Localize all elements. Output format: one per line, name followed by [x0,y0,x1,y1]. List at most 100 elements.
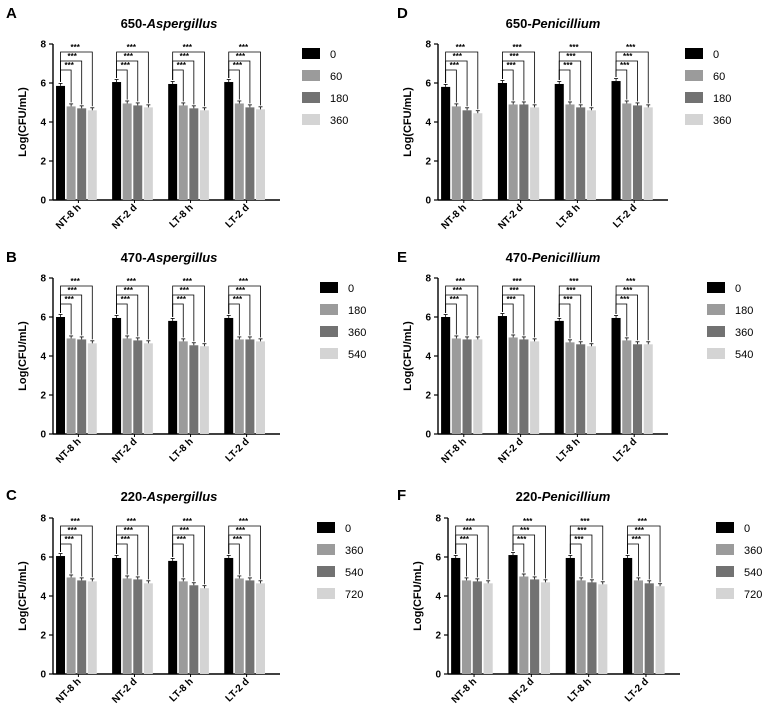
bar [508,337,518,434]
legend-swatch [685,70,703,81]
panel-d: D650-PenicilliumLog(CFU/mL)02468********… [397,5,731,232]
bar [540,582,551,674]
legend-label: 360 [744,545,762,557]
y-tick-label: 2 [40,391,46,402]
legend-swatch [302,114,320,125]
legend-swatch [685,92,703,103]
bar [234,578,244,674]
panel-letter: A [6,5,17,22]
significance-label: *** [569,277,579,286]
y-tick-label: 6 [435,553,441,564]
chart-title-genus: Penicillium [532,250,601,265]
y-tick-label: 4 [40,592,46,603]
bar [633,580,644,674]
significance-label: *** [233,535,243,544]
bar [199,346,209,434]
y-tick-label: 4 [40,352,46,363]
panel-c: C 220-AspergillusLog(CFU/mL)02468********… [6,487,363,706]
chart-title-prefix: 220- [121,489,147,504]
significance-label: *** [239,277,249,286]
bar [133,579,143,674]
bar [122,578,132,674]
bar [462,339,472,434]
bar [643,344,653,434]
y-tick-label: 6 [40,313,46,324]
significance-label: *** [577,526,587,535]
legend-label: 0 [744,523,750,535]
bar [66,577,76,674]
bar [441,317,451,434]
chart-title-genus: Aspergillus [146,489,218,504]
bar [245,580,255,674]
bar [508,555,518,674]
bar [565,342,575,434]
significance-label: *** [620,295,630,304]
y-tick-label: 2 [435,631,441,642]
legend-label: 360 [713,115,731,127]
bar [472,581,482,674]
significance-bracket [627,525,661,583]
bar [508,104,518,200]
y-axis-label: Log(CFU/mL) [402,87,414,157]
significance-label: *** [183,43,193,52]
bar [256,341,265,434]
x-tick-label: NT-8 h [440,436,469,465]
bar [234,339,244,434]
significance-label: *** [520,526,530,535]
significance-label: *** [569,43,579,52]
significance-label: *** [121,295,131,304]
y-tick-label: 8 [40,40,46,51]
significance-label: *** [453,286,463,295]
y-axis-label: Log(CFU/mL) [412,561,424,631]
significance-label: *** [180,286,190,295]
significance-label: *** [127,517,137,526]
significance-label: *** [177,535,187,544]
significance-bracket [558,51,592,107]
panel-e: E 470-PenicilliumLog(CFU/mL)02468********… [397,249,753,466]
y-tick-label: 4 [425,352,431,363]
x-tick-label: NT-8 h [54,202,83,231]
legend-swatch [317,566,335,577]
bar [112,82,122,200]
legend-swatch [716,566,734,577]
legend-label: 360 [345,545,363,557]
y-axis-label: Log(CFU/mL) [17,87,29,157]
chart-title: 470-Aspergillus [121,250,218,265]
significance-bracket [558,285,592,343]
chart-title: 220-Aspergillus [121,489,218,504]
chart-title-genus: Aspergillus [146,16,218,31]
significance-label: *** [127,43,137,52]
significance-label: *** [236,286,246,295]
bar [576,344,586,434]
y-tick-label: 8 [435,514,441,525]
x-tick-label: NT-2 d [110,202,139,231]
significance-bracket [172,525,205,585]
legend-label: 540 [735,349,753,361]
significance-label: *** [183,517,193,526]
bar [497,83,507,200]
significance-bracket [60,51,93,107]
bar [565,557,575,674]
significance-label: *** [450,295,460,304]
significance-label: *** [456,277,466,286]
x-tick-label: LT-2 d [611,202,639,230]
x-tick-label: NT-8 h [440,202,469,231]
y-tick-label: 4 [40,118,46,129]
bar [586,110,596,200]
bar [133,340,143,434]
x-tick-label: LT-8 h [168,436,196,464]
legend-label: 180 [330,93,348,105]
bar [245,339,255,434]
significance-label: *** [453,52,463,61]
bar [112,317,122,434]
significance-label: *** [68,526,78,535]
x-tick-label: LT-8 h [554,436,582,464]
bar [87,343,97,434]
bar [189,108,199,200]
bar [462,110,472,200]
y-axis-label: Log(CFU/mL) [17,321,29,391]
significance-bracket [60,525,93,578]
significance-bracket [615,51,649,104]
y-tick-label: 0 [40,196,46,207]
